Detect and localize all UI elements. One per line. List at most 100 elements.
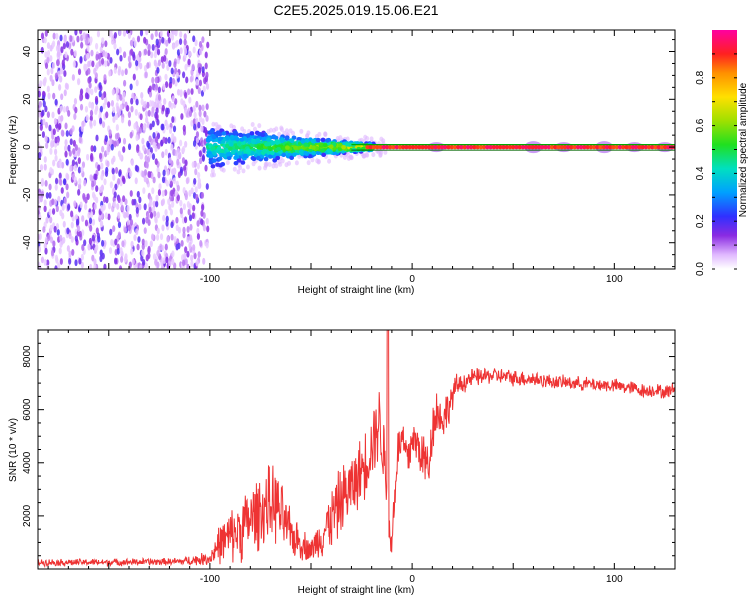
heatmap-cell <box>289 155 295 161</box>
heatmap-cell <box>59 75 63 83</box>
heatmap-cell <box>176 194 180 202</box>
heatmap-cell <box>135 134 139 142</box>
heatmap-cell <box>143 36 147 44</box>
heatmap-cell <box>147 43 151 51</box>
heatmap-cell <box>107 202 112 210</box>
heatmap-cell <box>68 250 72 258</box>
heatmap-cell <box>162 214 166 222</box>
heatmap-cell <box>80 41 84 49</box>
heatmap-cell <box>53 148 58 156</box>
heatmap-cell <box>148 206 152 214</box>
heatmap-cell <box>591 144 597 150</box>
heatmap-cell <box>194 39 198 47</box>
heatmap-cell <box>188 50 192 58</box>
heatmap-cell <box>491 144 497 150</box>
heatmap-cell <box>205 83 210 90</box>
heatmap-cell <box>378 144 383 150</box>
heatmap-cell <box>146 148 150 156</box>
heatmap-cell <box>430 144 435 150</box>
heatmap-cell <box>465 144 471 150</box>
heatmap-cell <box>179 30 183 38</box>
heatmap-cell <box>98 90 102 98</box>
heatmap-cell <box>511 144 516 150</box>
heatmap-cell <box>136 125 140 133</box>
heatmap-cell <box>61 59 65 67</box>
heatmap-cell <box>49 44 53 52</box>
heatmap-cell <box>91 191 96 199</box>
heatmap-cell <box>121 97 125 105</box>
heatmap-cell <box>328 144 334 149</box>
heatmap-cell <box>604 144 610 150</box>
heatmap-cell <box>125 30 130 35</box>
heatmap-cell <box>155 113 159 121</box>
heatmap-cell <box>61 161 65 169</box>
heatmap-cell <box>60 187 64 194</box>
heatmap-cell <box>156 66 160 74</box>
heatmap-cell <box>89 36 93 44</box>
heatmap-cell <box>85 33 89 41</box>
heatmap-cell <box>85 114 89 122</box>
heatmap-cell <box>77 183 82 190</box>
heatmap-cell <box>171 250 175 258</box>
heatmap-cell <box>116 203 120 210</box>
heatmap-cell <box>165 39 169 47</box>
heatmap-cell <box>54 183 58 191</box>
heatmap-cell <box>191 63 195 71</box>
heatmap-cell <box>65 130 69 137</box>
heatmap-cell <box>630 144 636 150</box>
heatmap-cell <box>55 205 59 213</box>
heatmap-cell <box>170 33 175 41</box>
y-tick-label: 0 <box>22 144 33 150</box>
heatmap-cell <box>192 140 197 147</box>
heatmap-cell <box>142 187 146 195</box>
heatmap-cell <box>149 240 153 248</box>
heatmap-cell <box>130 105 134 113</box>
heatmap-cell <box>95 62 100 69</box>
heatmap-cell <box>436 144 442 150</box>
heatmap-cell <box>238 132 243 138</box>
heatmap-cell <box>170 233 174 241</box>
heatmap-cell <box>300 139 306 144</box>
heatmap-cell <box>52 92 56 100</box>
heatmap-cell <box>627 144 632 150</box>
heatmap-cell <box>89 114 93 122</box>
heatmap-cell <box>50 67 54 75</box>
heatmap-cell <box>131 258 135 266</box>
heatmap-cell <box>48 183 52 191</box>
heatmap-cell <box>181 259 186 267</box>
heatmap-cell <box>157 59 161 67</box>
heatmap-cell <box>192 46 196 54</box>
heatmap-cell <box>260 132 266 138</box>
heatmap-cell <box>74 106 78 114</box>
heatmap-cell <box>653 144 658 150</box>
heatmap-cell <box>188 96 192 104</box>
heatmap-cell <box>172 148 176 156</box>
heatmap-cell <box>198 150 202 158</box>
heatmap-cell <box>67 264 71 269</box>
heatmap-y-axis-label: Frequency (Hz) <box>8 116 19 185</box>
heatmap-cell <box>112 106 116 114</box>
heatmap-cell <box>145 30 149 36</box>
heatmap-cell <box>113 257 118 265</box>
heatmap-cell <box>176 88 181 96</box>
heatmap-cell <box>184 63 188 71</box>
heatmap-cell <box>111 167 115 175</box>
heatmap-cell <box>219 152 225 157</box>
heatmap-cell <box>323 131 328 137</box>
heatmap-cell <box>439 144 445 150</box>
heatmap-cell <box>202 224 207 232</box>
heatmap-cell <box>41 94 46 102</box>
heatmap-cell <box>184 246 188 254</box>
heatmap-cell <box>161 62 165 69</box>
heatmap-cell <box>185 76 189 84</box>
heatmap-cell <box>394 144 399 150</box>
heatmap-cell <box>172 177 176 185</box>
heatmap-cell <box>68 232 72 240</box>
heatmap-cell <box>553 144 558 150</box>
heatmap-cell <box>194 186 198 194</box>
heatmap-cell <box>129 170 133 178</box>
heatmap-cell <box>184 159 188 167</box>
heatmap-cell <box>56 228 60 236</box>
heatmap-cell <box>281 152 287 158</box>
heatmap-cell <box>143 175 147 183</box>
